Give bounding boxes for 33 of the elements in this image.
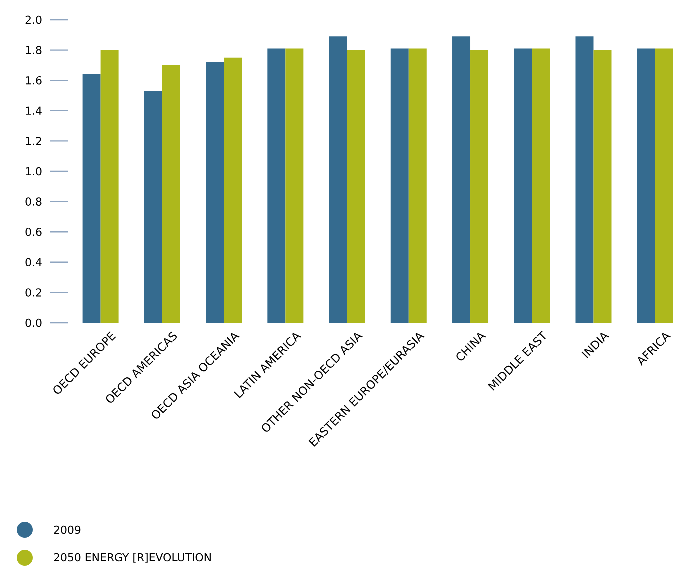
bar: [470, 50, 489, 323]
legend-label: 2009: [54, 526, 81, 534]
bar: [224, 58, 242, 323]
y-tick-label: 1.8: [26, 46, 42, 54]
bar: [594, 50, 612, 323]
y-tick-label: 1.6: [26, 76, 42, 85]
y-tick-label: 2.0: [26, 16, 42, 24]
bar: [347, 50, 366, 323]
bar: [329, 36, 348, 323]
bar: [144, 91, 162, 323]
y-tick-label: 1.4: [26, 106, 42, 115]
legend-label: 2050 ENERGY [R]EVOLUTION: [54, 553, 211, 563]
bar: [286, 48, 304, 323]
bar: [82, 74, 101, 323]
bar: [162, 65, 180, 323]
bar: [514, 48, 532, 323]
y-tick-label: 0.6: [26, 228, 42, 236]
bar: [268, 48, 286, 323]
y-tick-label: 0.0: [26, 318, 42, 328]
y-tick-label: 1.0: [26, 167, 42, 176]
bar: [408, 48, 427, 323]
bar: [452, 36, 471, 323]
y-tick-label: 1.2: [26, 137, 42, 146]
y-tick-label: 0.4: [26, 258, 42, 267]
bar: [532, 48, 550, 323]
bar: [655, 48, 674, 323]
bar: [390, 48, 409, 323]
bar: [576, 36, 594, 323]
bar: [637, 48, 656, 323]
y-tick-label: 0.8: [26, 198, 42, 206]
bar: [206, 62, 224, 323]
y-tick-label: 0.2: [26, 288, 42, 297]
bar: [100, 50, 119, 323]
